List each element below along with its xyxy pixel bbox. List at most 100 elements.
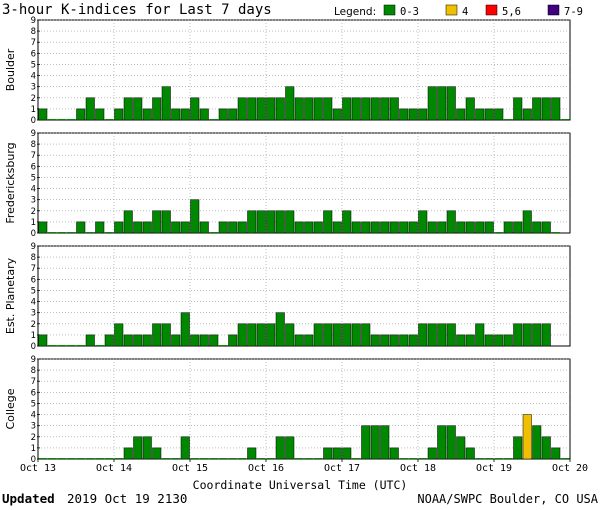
k-index-bar [446, 86, 456, 121]
k-index-bar [247, 447, 257, 460]
k-index-bar [190, 199, 200, 234]
k-index-bar [152, 447, 162, 460]
x-tick-label: Oct 20 [552, 463, 588, 474]
k-index-bar [256, 97, 266, 121]
k-index-bar [199, 221, 209, 234]
k-index-bar [48, 458, 57, 459]
k-index-bar [105, 119, 114, 120]
k-index-bar [465, 334, 475, 347]
k-index-bar [76, 345, 85, 346]
updated-label: Updated [2, 491, 55, 506]
k-index-bar [180, 312, 190, 347]
k-index-bar [180, 108, 190, 121]
y-tick-label: 0 [31, 342, 36, 352]
y-tick-label: 9 [31, 16, 36, 26]
k-index-bar [237, 323, 247, 347]
k-index-bar [361, 221, 371, 234]
k-index-bar [95, 108, 105, 121]
k-index-bar [133, 97, 143, 121]
k-index-bar [332, 323, 342, 347]
y-tick-label: 4 [31, 185, 36, 195]
k-index-bar [257, 458, 266, 459]
k-index-bar [171, 334, 181, 347]
k-index-bar [475, 323, 485, 347]
k-index-bar [161, 210, 171, 234]
y-tick-label: 3 [31, 196, 36, 206]
k-index-bar [532, 425, 542, 460]
k-index-bar [86, 232, 95, 233]
y-tick-label: 0 [31, 116, 36, 126]
k-index-bar [86, 458, 95, 459]
k-index-bar [285, 436, 295, 460]
k-index-bar [123, 97, 133, 121]
y-tick-label: 8 [31, 253, 36, 263]
k-index-bar [228, 221, 238, 234]
k-index-bar [427, 447, 437, 460]
k-index-bar [494, 458, 503, 459]
y-tick-label: 8 [31, 366, 36, 376]
k-index-bar [532, 323, 542, 347]
x-tick-label: Oct 16 [248, 463, 284, 474]
k-index-bar [484, 334, 494, 347]
k-index-bar [219, 345, 228, 346]
k-index-bar [370, 97, 380, 121]
k-index-bar [256, 210, 266, 234]
plot-frame [37, 358, 571, 460]
k-index-bar [370, 221, 380, 234]
k-index-bar [123, 334, 133, 347]
k-index-bar [294, 334, 304, 347]
k-index-bar [285, 323, 295, 347]
k-index-bar [114, 108, 124, 121]
panel-label: Fredericksburg [4, 142, 17, 223]
k-index-bar [190, 97, 200, 121]
k-index-bar [190, 458, 199, 459]
k-index-bar [465, 221, 475, 234]
y-tick-label: 8 [31, 27, 36, 37]
k-index-bar [105, 458, 114, 459]
x-tick-label: Oct 17 [324, 463, 360, 474]
k-index-bar [342, 447, 352, 460]
k-index-bar [256, 323, 266, 347]
k-index-bar [484, 221, 494, 234]
k-index-bar [275, 97, 285, 121]
k-index-bar [38, 108, 48, 121]
k-index-bar [48, 232, 57, 233]
y-tick-label: 9 [31, 355, 36, 365]
k-index-bar [142, 436, 152, 460]
k-index-bar [541, 221, 551, 234]
legend-label: Legend: [334, 6, 376, 18]
k-index-bar [418, 108, 428, 121]
k-index-bar [275, 312, 285, 347]
k-index-bar [323, 210, 333, 234]
y-tick-label: 3 [31, 309, 36, 319]
k-index-bar [437, 221, 447, 234]
y-tick-label: 9 [31, 242, 36, 252]
k-index-bar [456, 334, 466, 347]
k-index-bar [427, 323, 437, 347]
x-axis: Oct 13 Oct 14 Oct 15 Oct 16 Oct 17 Oct 18 Oct … [20, 459, 588, 474]
legend: Legend: 0-3 4 5,6 7-9 [334, 4, 583, 18]
y-tick-label: 5 [31, 286, 36, 296]
k-index-bar [190, 334, 200, 347]
k-index-bar [38, 334, 48, 347]
legend-item-0-3: 0-3 [400, 6, 419, 18]
y-tick-label: 6 [31, 49, 36, 59]
k-index-bar [418, 323, 428, 347]
k-index-bar [57, 345, 66, 346]
k-index-bar [209, 458, 218, 459]
k-index-bar [304, 334, 314, 347]
k-index-bar [228, 458, 237, 459]
y-tick-label: 1 [31, 105, 36, 115]
y-tick-label: 9 [31, 129, 36, 139]
k-index-bar [266, 323, 276, 347]
k-index-bar [304, 97, 314, 121]
k-index-bar [95, 458, 104, 459]
k-index-bar [219, 458, 228, 459]
k-index-bar [323, 97, 333, 121]
k-index-bar [95, 221, 105, 234]
k-index-bar [522, 210, 532, 234]
k-index-bar [446, 210, 456, 234]
